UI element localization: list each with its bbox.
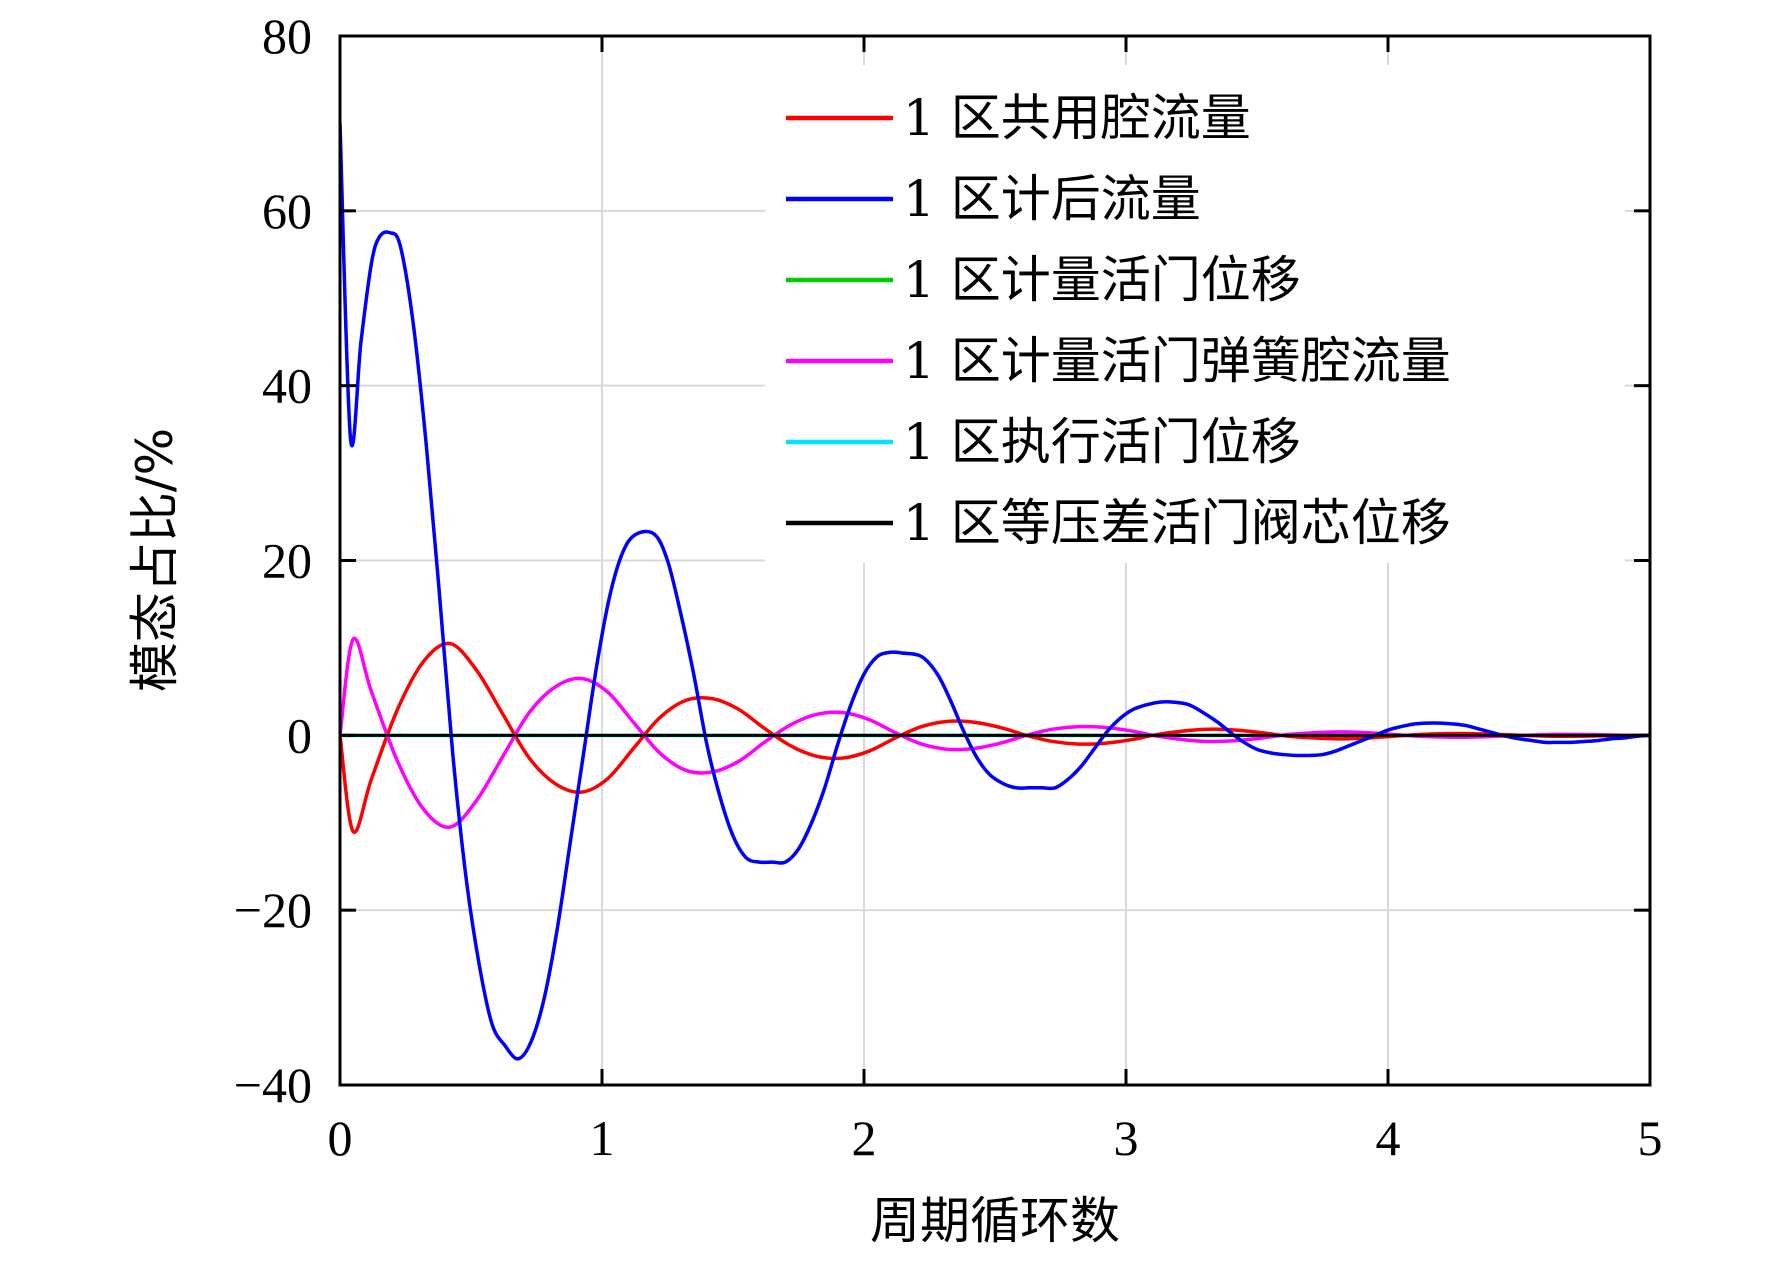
x-tick-label: 0: [328, 1110, 353, 1166]
y-tick-label: 80: [262, 8, 312, 64]
y-tick-label: 60: [262, 183, 312, 239]
y-tick-label: 20: [262, 533, 312, 589]
y-tick-label: −20: [234, 882, 312, 938]
legend-label: 1 区计后流量: [903, 170, 1201, 228]
axis-ticks: [338, 34, 1652, 1087]
legend-label: 1 区计量活门弹簧腔流量: [903, 332, 1451, 390]
y-tick-label: −40: [234, 1057, 312, 1113]
legend-label: 1 区共用腔流量: [903, 89, 1251, 147]
y-axis-label: 模态占比/%: [126, 428, 184, 692]
series-line-2: [340, 121, 1650, 1061]
x-tick-label: 2: [852, 1110, 877, 1166]
y-tick-label: 40: [262, 358, 312, 414]
legend: 1 区共用腔流量 1 区计后流量 1 区计量活门位移 1 区计量活门弹簧腔流量 1 区执…: [765, 65, 1625, 563]
x-tick-label: 4: [1376, 1110, 1401, 1166]
series-layer: [340, 121, 1650, 1061]
legend-label: 1 区计量活门位移: [903, 251, 1301, 309]
legend-label: 1 区等压差活门阀芯位移: [903, 494, 1451, 552]
x-tick-label: 3: [1114, 1110, 1139, 1166]
tick-labels: 0 1 2 3 4 5 −40 −20 0 20 40 60 80: [234, 8, 1663, 1166]
legend-box: [765, 65, 1625, 563]
x-tick-label: 5: [1638, 1110, 1663, 1166]
legend-label: 1 区执行活门位移: [903, 413, 1301, 471]
x-tick-label: 1: [590, 1110, 615, 1166]
x-axis-label: 周期循环数: [870, 1192, 1120, 1250]
y-tick-label: 0: [287, 707, 312, 763]
